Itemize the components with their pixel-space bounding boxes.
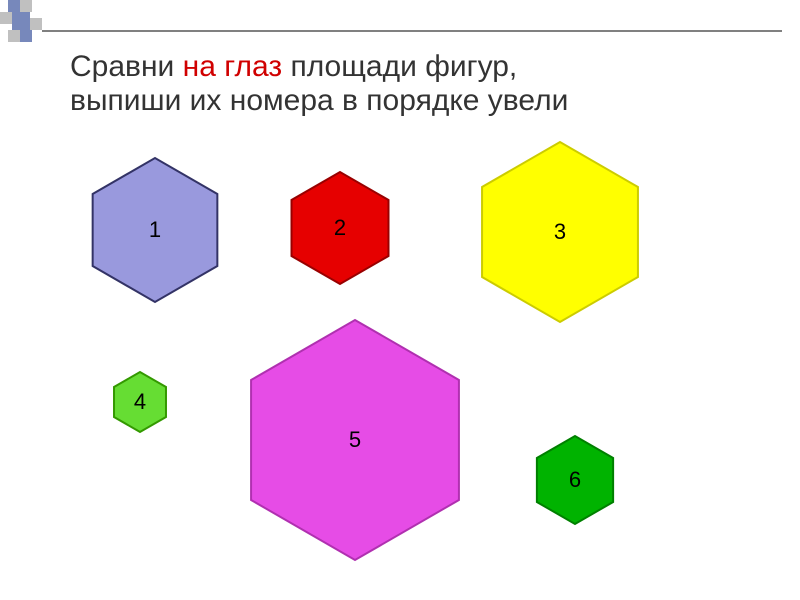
deco-square bbox=[8, 0, 20, 12]
hexagon-3: 3 bbox=[468, 140, 652, 324]
slide-title: Сравни на глаз площади фигур, выпиши их … bbox=[70, 50, 568, 118]
deco-square bbox=[30, 18, 42, 30]
hexagon-5: 5 bbox=[233, 318, 477, 562]
hexagon-label: 2 bbox=[334, 215, 346, 241]
deco-square bbox=[12, 12, 30, 30]
hexagon-6: 6 bbox=[529, 434, 621, 526]
title-underline bbox=[42, 30, 782, 32]
title-part-2: площади фигур, bbox=[282, 50, 517, 83]
title-accent: на глаз bbox=[183, 50, 282, 83]
deco-square bbox=[0, 12, 12, 24]
hexagon-label: 5 bbox=[349, 427, 361, 453]
deco-square bbox=[20, 30, 32, 42]
hexagon-2: 2 bbox=[282, 170, 398, 286]
hexagon-label: 4 bbox=[134, 389, 146, 415]
hexagon-label: 1 bbox=[149, 217, 161, 243]
title-line-2: выпиши их номера в порядке увели bbox=[70, 84, 568, 118]
hexagon-1: 1 bbox=[81, 156, 229, 304]
hexagon-label: 6 bbox=[569, 467, 581, 493]
title-part-1: Сравни bbox=[70, 50, 183, 83]
deco-square bbox=[8, 30, 20, 42]
deco-square bbox=[20, 0, 32, 12]
hexagon-label: 3 bbox=[554, 219, 566, 245]
hexagon-4: 4 bbox=[108, 370, 172, 434]
title-line-1: Сравни на глаз площади фигур, bbox=[70, 50, 568, 84]
